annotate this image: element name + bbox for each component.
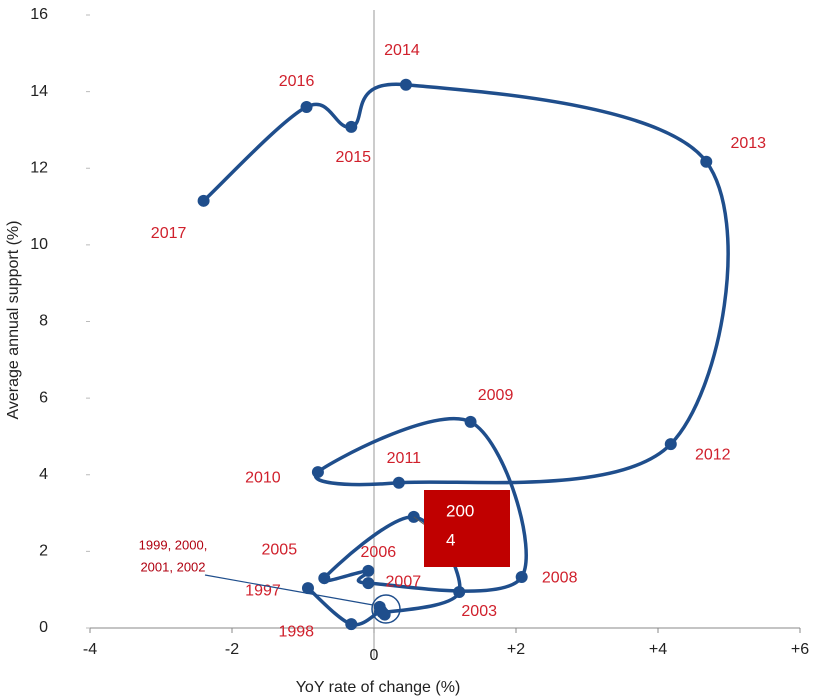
x-tick-label: +2 (507, 641, 525, 658)
point (376, 606, 389, 619)
x-tick-label: -4 (83, 641, 97, 658)
y-tick-label: 12 (30, 159, 48, 176)
annotation-text: 1999, 2000, (139, 537, 208, 552)
point (399, 78, 412, 91)
point-label: 2012 (695, 446, 731, 463)
x-tick-label: 0 (370, 647, 379, 664)
point-label: 2011 (387, 450, 422, 467)
y-axis-label: Average annual support (%) (5, 221, 22, 420)
y-tick-label: 8 (39, 313, 48, 330)
point (464, 415, 477, 428)
point (197, 194, 210, 207)
annotation-box (424, 490, 510, 567)
x-tick-label: +4 (649, 641, 667, 658)
y-tick-label: 2 (39, 543, 48, 560)
annotation-text: 2001, 2002 (140, 559, 205, 574)
y-tick-label: 10 (30, 236, 48, 253)
point (345, 618, 358, 631)
x-tick-label: +6 (791, 641, 809, 658)
point (345, 120, 358, 133)
point-label: 2010 (245, 469, 281, 486)
point-label: 2009 (478, 387, 514, 404)
point-label: 2015 (335, 149, 371, 166)
point (362, 564, 375, 577)
point (318, 572, 331, 585)
point (453, 585, 466, 598)
point (392, 476, 405, 489)
y-tick-label: 6 (39, 389, 48, 406)
highlight-circle (371, 594, 401, 624)
point (700, 155, 713, 168)
annotation-text: 200 (446, 501, 474, 520)
y-tick-label: 0 (39, 619, 48, 636)
point-label: 2005 (262, 541, 298, 558)
point-label: 2013 (730, 135, 766, 152)
point-label: 2006 (361, 544, 397, 561)
leader-line (204, 574, 374, 606)
x-axis-label: YoY rate of change (%) (296, 679, 461, 696)
point-label: 2016 (279, 73, 315, 90)
point (362, 577, 375, 590)
point-label: 2008 (542, 569, 578, 586)
point (311, 466, 324, 479)
point (664, 438, 677, 451)
point (301, 582, 314, 595)
point (300, 100, 313, 113)
point-label: 1998 (278, 623, 314, 640)
y-tick-label: 16 (30, 6, 48, 23)
point-label: 2003 (461, 603, 497, 620)
y-tick-label: 4 (39, 466, 48, 483)
point-label: 2017 (151, 225, 187, 242)
y-tick-label: 14 (30, 83, 48, 100)
x-tick-label: -2 (225, 641, 239, 658)
annotation-text: 4 (446, 530, 455, 549)
point-label: 2014 (384, 42, 420, 59)
point (515, 571, 528, 584)
point-label: 2007 (386, 573, 422, 590)
